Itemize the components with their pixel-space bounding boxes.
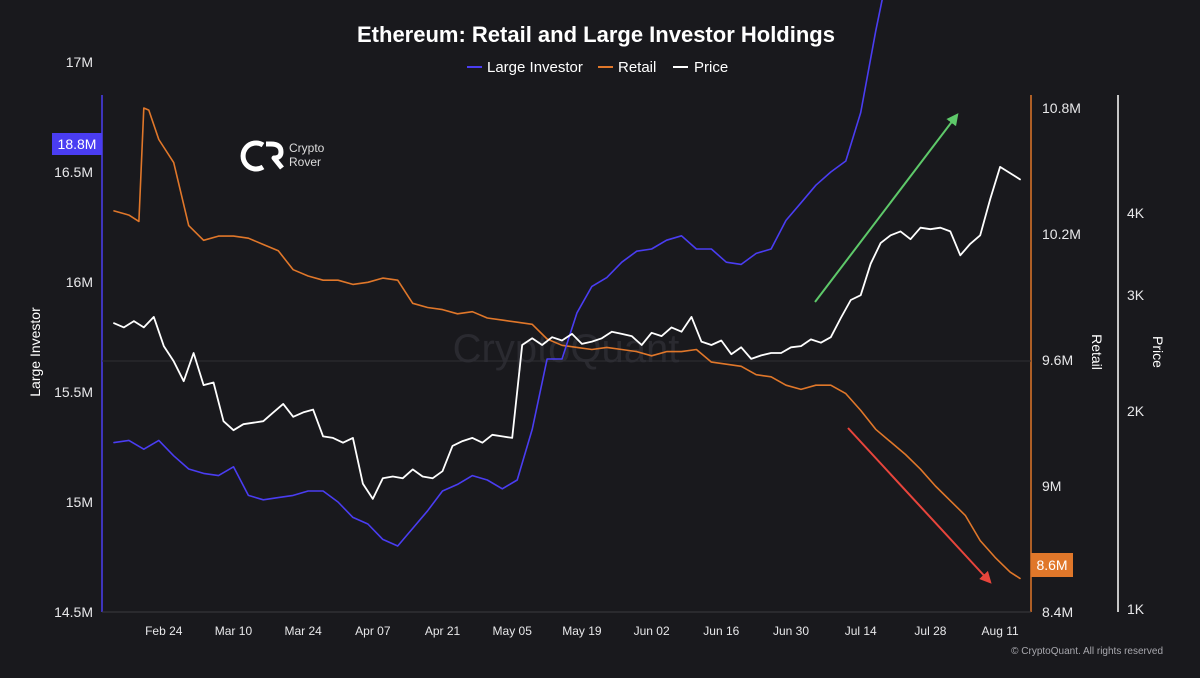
cr-logo-icon: [240, 140, 284, 172]
uptrend-arrow: [814, 113, 959, 303]
price-tick-label: 4K: [1127, 205, 1145, 221]
chart-title: Ethereum: Retail and Large Investor Hold…: [357, 22, 835, 47]
legend-label-price: Price: [694, 59, 728, 76]
retail-tick-label: 9.6M: [1042, 352, 1073, 368]
x-tick-label: Aug 11: [982, 624, 1019, 638]
x-tick-label: Jun 16: [703, 624, 739, 638]
x-tick-label: Apr 21: [425, 624, 461, 638]
x-tick-label: Apr 07: [355, 624, 391, 638]
price-tick-label: 1K: [1127, 601, 1145, 617]
retail-tick-label: 10.2M: [1042, 226, 1081, 242]
left-tick-label: 14.5M: [54, 604, 93, 620]
large-investor-badge: 18.8M: [52, 133, 102, 155]
legend-label-large: Large Investor: [487, 59, 583, 76]
retail-tick-label: 8.4M: [1042, 604, 1073, 620]
price-tick-label: 3K: [1127, 287, 1145, 303]
retail-axis-ticks: 10.8M 10.2M 9.6M 9M 8.4M: [1042, 100, 1081, 620]
x-axis-ticks: Feb 24 Mar 10 Mar 24 Apr 07 Apr 21 May 05 May …: [145, 624, 1019, 638]
left-axis-title: Large Investor: [27, 307, 43, 397]
x-tick-label: Jun 02: [634, 624, 670, 638]
left-tick-label: 15.5M: [54, 384, 93, 400]
price-axis-ticks: 4K 3K 2K 1K: [1127, 205, 1145, 617]
x-tick-label: Mar 10: [215, 624, 253, 638]
logo-text-line2: Rover: [289, 155, 321, 169]
series-line-large-investor: [113, 0, 883, 547]
left-tick-label: 16.5M: [54, 164, 93, 180]
retail-tick-label: 9M: [1042, 478, 1061, 494]
x-tick-label: May 19: [562, 624, 602, 638]
left-tick-label: 17M: [66, 54, 93, 70]
logo-text-line1: Crypto: [289, 141, 325, 155]
price-axis-title: Price: [1150, 336, 1166, 368]
legend-label-retail: Retail: [618, 59, 656, 76]
retail-axis-title: Retail: [1089, 334, 1105, 370]
x-tick-label: Jul 14: [845, 624, 877, 638]
retail-tick-label: 10.8M: [1042, 100, 1081, 116]
large-investor-badge-text: 18.8M: [58, 136, 97, 152]
x-tick-label: May 05: [493, 624, 533, 638]
price-tick-label: 2K: [1127, 403, 1145, 419]
retail-badge: 8.6M: [1031, 553, 1073, 577]
x-tick-label: Jun 30: [773, 624, 809, 638]
series-line-retail: [113, 107, 1021, 580]
x-tick-label: Feb 24: [145, 624, 183, 638]
retail-badge-text: 8.6M: [1036, 557, 1067, 573]
series-layer: [113, 0, 1021, 580]
downtrend-arrow: [847, 427, 992, 584]
crypto-rover-logo: Crypto Rover: [240, 140, 325, 172]
x-tick-label: Mar 24: [284, 624, 322, 638]
legend: Large Investor Retail Price: [467, 59, 728, 76]
left-tick-label: 15M: [66, 494, 93, 510]
left-tick-label: 16M: [66, 274, 93, 290]
series-line-price: [113, 166, 1021, 500]
copyright: © CryptoQuant. All rights reserved: [1011, 646, 1163, 657]
x-tick-label: Jul 28: [914, 624, 946, 638]
